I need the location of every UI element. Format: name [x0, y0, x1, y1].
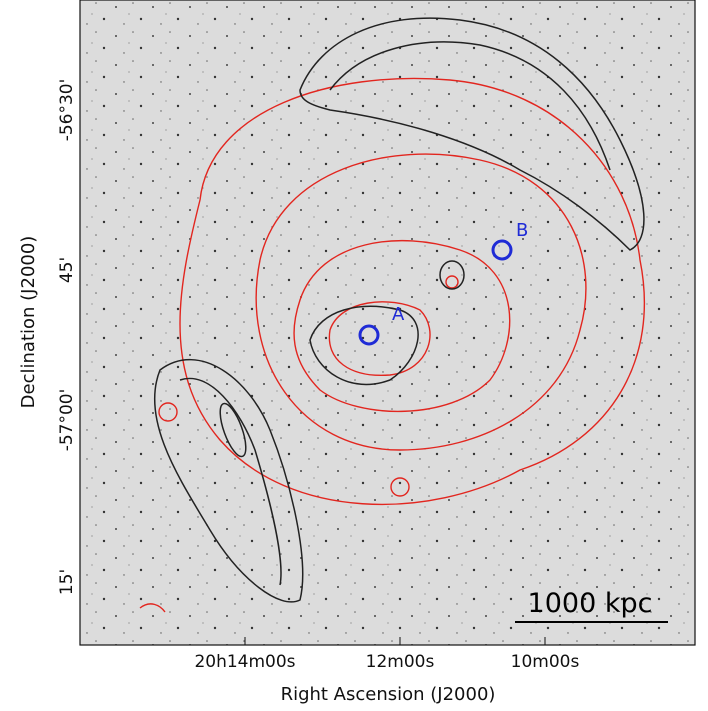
y-axis-label: Declination (J2000) — [18, 236, 39, 409]
xray-contours — [139, 77, 646, 613]
source-markers: A B — [358, 220, 528, 346]
x-tick-label: 10m00s — [511, 652, 580, 672]
marker-a — [358, 324, 380, 346]
sky-image — [79, 0, 696, 646]
x-ticks: 20h14m00s 12m00s 10m00s — [194, 637, 579, 672]
x-tick-label: 20h14m00s — [194, 652, 295, 672]
y-tick-label: 15' — [57, 569, 77, 595]
radio-contours — [153, 17, 645, 603]
label-b: B — [516, 220, 528, 241]
y-tick-label: 45' — [57, 257, 77, 283]
y-tick-label: -57°00' — [57, 389, 77, 452]
x-tick-label: 12m00s — [366, 652, 435, 672]
label-a: A — [392, 304, 405, 325]
y-tick-label: -56°30' — [57, 79, 77, 142]
marker-b — [491, 239, 513, 261]
y-ticks: -56°30' 45' -57°00' 15' — [57, 79, 77, 595]
scale-bar-label: 1000 kpc — [528, 588, 653, 619]
x-axis-label: Right Ascension (J2000) — [281, 684, 496, 705]
